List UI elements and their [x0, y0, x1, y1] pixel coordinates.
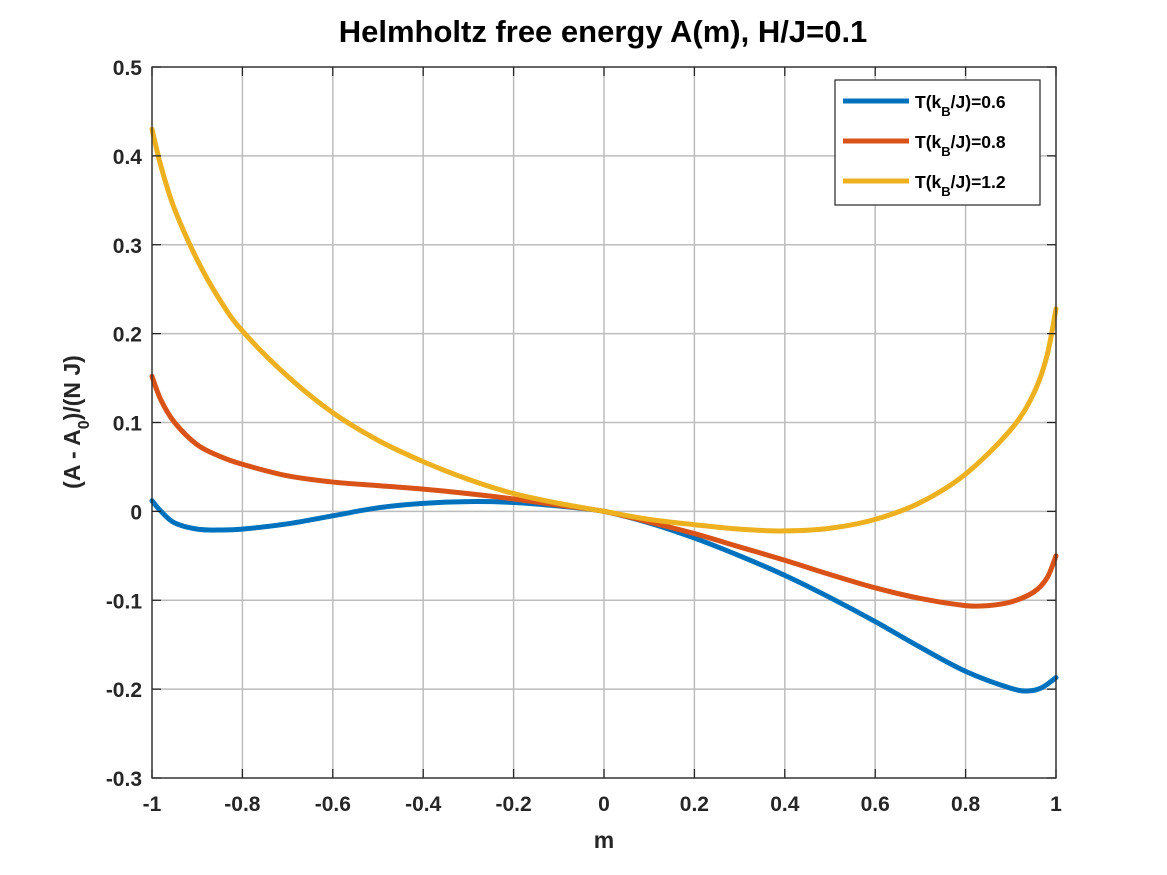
x-tick-label: 1 [1050, 793, 1062, 816]
y-tick-labels: -0.3 -0.2 -0.1 0 0.1 0.2 0.3 0.4 0.5 [106, 57, 143, 791]
x-tick-label: -0.4 [405, 793, 442, 816]
legend-label-3: T(kB/J)=1.2 [915, 172, 1006, 199]
y-tick-label: 0.2 [113, 324, 142, 347]
y-tick-label: 0.1 [113, 413, 143, 436]
y-tick-label: 0 [130, 501, 142, 524]
legend-label-2: T(kB/J)=0.8 [915, 132, 1006, 159]
chart-title: Helmholtz free energy A(m), H/J=0.1 [339, 14, 868, 49]
series-line-3 [149, 126, 1059, 534]
x-tick-label: 0.4 [770, 793, 800, 816]
legend: T(kB/J)=0.6 T(kB/J)=0.8 T(kB/J)=1.2 [834, 79, 1041, 206]
y-tick-label: 0.3 [113, 235, 142, 258]
y-tick-label: -0.2 [106, 679, 142, 702]
y-axis-label-rest: )/(N J) [59, 355, 85, 420]
y-tick-label: -0.3 [106, 768, 142, 791]
x-tick-label: 0.2 [680, 793, 709, 816]
x-tick-label: -0.8 [224, 793, 261, 816]
y-axis-label-main: (A - A [59, 429, 85, 489]
x-tick-label: 0 [598, 793, 610, 816]
x-tick-labels: -1 -0.8 -0.6 -0.4 -0.2 0 0.2 0.4 0.6 0.8 1 [143, 793, 1063, 816]
x-tick-label: 0.8 [951, 793, 981, 816]
legend-label-1: T(kB/J)=0.6 [915, 92, 1006, 119]
y-tick-label: -0.1 [106, 590, 143, 613]
x-tick-marks [151, 67, 1057, 778]
y-tick-label: 0.5 [113, 57, 143, 80]
y-axis-label: (A - A0)/(N J) [59, 355, 93, 489]
x-tick-label: -0.6 [315, 793, 351, 816]
series-layer [149, 126, 1059, 694]
x-tick-label: 0.6 [861, 793, 890, 816]
x-axis-label: m [594, 827, 614, 853]
y-tick-marks [152, 66, 1056, 779]
x-tick-label: -0.2 [496, 793, 532, 816]
x-tick-label: -1 [143, 793, 162, 816]
y-tick-label: 0.4 [113, 146, 143, 169]
y-axis-label-subscript: 0 [76, 420, 93, 429]
